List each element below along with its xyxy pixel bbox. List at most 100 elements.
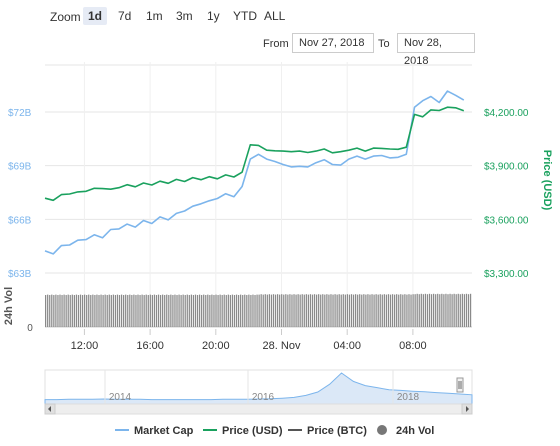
- volume-bar: [164, 295, 166, 327]
- price-usd-line: [44, 106, 465, 202]
- volume-bar: [79, 294, 82, 327]
- zoom-all-button[interactable]: ALL: [264, 9, 286, 23]
- volume-bar: [256, 294, 258, 327]
- zoom-ytd-button[interactable]: YTD: [233, 9, 257, 23]
- volume-bar: [192, 295, 195, 327]
- volume-bar: [375, 294, 377, 327]
- volume-bar: [410, 294, 412, 327]
- volume-bar: [467, 294, 470, 327]
- volume-bar: [250, 295, 252, 327]
- volume-bar: [443, 294, 445, 327]
- volume-bar: [346, 294, 349, 327]
- volume-bar: [406, 294, 408, 327]
- volume-bar: [276, 294, 279, 327]
- volume-bar: [398, 294, 400, 327]
- volume-bar: [461, 293, 463, 327]
- volume-bar: [235, 294, 238, 327]
- volume-bar: [334, 294, 336, 327]
- volume-bar: [264, 294, 266, 327]
- volume-bar: [57, 295, 59, 327]
- legend-label: Price (BTC): [307, 425, 367, 437]
- volume-bar: [326, 294, 328, 327]
- volume-bar: [203, 294, 205, 327]
- volume-bar: [285, 294, 287, 327]
- volume-bar: [377, 294, 379, 327]
- zoom-1m-button[interactable]: 1m: [146, 9, 163, 23]
- volume-bar: [211, 294, 213, 327]
- volume-bar: [453, 293, 455, 327]
- volume-bar: [430, 294, 433, 327]
- volume-bar: [287, 294, 289, 327]
- zoom-3m-button[interactable]: 3m: [176, 9, 193, 23]
- axes: $63B $66B $69B $72B $3,300.00 $3,600.00 $3,900…: [3, 108, 553, 352]
- y-left-tick-label: $66B: [8, 215, 32, 226]
- volume-bar: [55, 294, 57, 327]
- volume-bar: [463, 294, 466, 327]
- zoom-1d-button[interactable]: 1d: [83, 7, 108, 25]
- volume-bar: [435, 294, 437, 327]
- to-date-input[interactable]: Nov 28, 2018: [397, 33, 475, 67]
- volume-bar: [414, 294, 416, 327]
- volume-bar: [139, 295, 141, 327]
- volume-bar: [439, 294, 441, 327]
- volume-bar: [237, 295, 240, 327]
- legend-24h-vol: 24h Vol: [377, 425, 434, 437]
- volume-bar: [371, 294, 373, 327]
- volume-bar: [137, 294, 139, 327]
- volume-bar: [135, 295, 137, 327]
- volume-bar: [108, 294, 110, 327]
- volume-bar: [153, 294, 156, 327]
- volume-bar: [170, 294, 172, 327]
- volume-bar: [365, 294, 367, 327]
- volume-bar: [149, 294, 151, 327]
- volume-bar: [338, 294, 340, 327]
- volume-bar: [77, 295, 80, 327]
- zoom-1y-button[interactable]: 1y: [207, 9, 220, 23]
- volume-bar: [63, 294, 65, 327]
- volume-bar: [69, 295, 71, 327]
- volume-bar: [75, 294, 78, 327]
- volume-bar: [309, 294, 312, 327]
- from-label: From: [263, 38, 289, 50]
- volume-bar: [112, 294, 114, 327]
- volume-bar: [412, 294, 414, 327]
- volume-bar: [313, 294, 316, 327]
- volume-bar: [451, 294, 453, 327]
- volume-bar: [293, 294, 295, 327]
- volume-bar: [198, 294, 201, 327]
- vol-axis-title: 24h Vol: [3, 287, 15, 325]
- volume-bar: [303, 294, 305, 327]
- volume-bar: [100, 294, 102, 327]
- zoom-7d-button[interactable]: 7d: [118, 9, 132, 23]
- volume-bar: [320, 294, 322, 327]
- y-left-tick-label: $72B: [8, 108, 32, 119]
- volume-bar: [227, 294, 229, 327]
- volume-bar: [90, 295, 92, 327]
- volume-bar: [201, 295, 203, 327]
- volume-bar: [207, 294, 209, 327]
- legend-price-usd: Price (USD): [203, 425, 283, 437]
- volume-bar: [53, 295, 55, 327]
- volume-bar: [348, 294, 351, 327]
- volume-bar: [104, 294, 106, 327]
- volume-bar: [260, 294, 262, 327]
- navigator-year-label: 2018: [397, 392, 420, 403]
- volume-bar: [123, 295, 125, 327]
- volume-bar: [359, 294, 361, 327]
- legend-label: Market Cap: [134, 425, 194, 437]
- volume-bar: [246, 295, 248, 327]
- volume-bar: [114, 295, 117, 327]
- volume-bar: [305, 294, 307, 327]
- volume-bar: [387, 294, 390, 327]
- volume-bar: [357, 294, 359, 327]
- volume-bar: [274, 294, 277, 327]
- volume-bar: [447, 294, 449, 327]
- y-right-tick-label: $4,200.00: [484, 108, 529, 119]
- volume-bar: [102, 295, 104, 327]
- vol-axis-tick-label: 0: [27, 323, 33, 334]
- from-date-input[interactable]: Nov 27, 2018: [292, 33, 374, 53]
- legend-label: Price (USD): [222, 425, 283, 437]
- volume-bar: [299, 294, 301, 327]
- volume-bar: [441, 293, 443, 327]
- zoom-label: Zoom: [50, 10, 81, 24]
